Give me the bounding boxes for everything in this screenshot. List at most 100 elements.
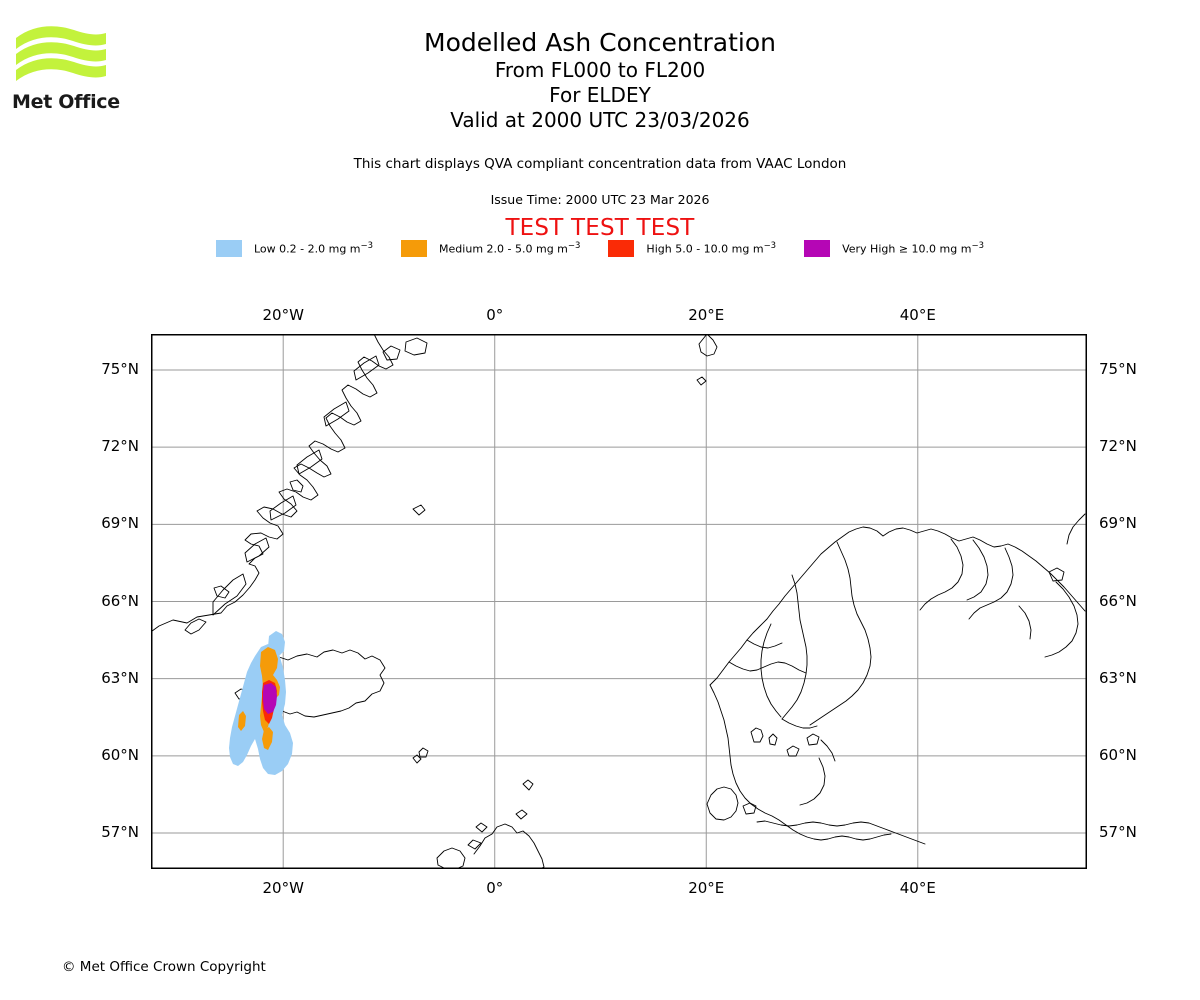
legend-label-low: Low 0.2 - 2.0 mg m−3: [254, 241, 374, 256]
greenland-fjord-4: [296, 449, 323, 475]
hebrides-north: [475, 822, 488, 833]
flight-level-line: From FL000 to FL200: [494, 58, 706, 82]
concentration-legend: Low 0.2 - 2.0 mg m−3 Medium 2.0 - 5.0 mg…: [0, 240, 1200, 257]
denmark-jutland: [706, 786, 739, 821]
title-block: Modelled Ash Concentration From FL000 to…: [0, 28, 1200, 133]
lake-vattern: [768, 733, 778, 746]
zealand-island: [742, 802, 757, 815]
legend-swatch-very-high: [804, 240, 831, 257]
finland-east-border: [809, 541, 872, 726]
kola-peninsula: [919, 538, 964, 611]
valid-at-line: Valid at 2000 UTC 23/03/2026: [450, 108, 750, 132]
saaremaa-island: [806, 733, 820, 746]
svalbard-island: [698, 334, 718, 357]
gulf-of-finland: [781, 718, 818, 729]
lat-tick-left-75: 75°N: [101, 360, 139, 378]
lat-tick-right-63: 63°N: [1099, 668, 1137, 687]
novaya-zemlya: [1066, 513, 1086, 545]
faroe-islands: [418, 747, 429, 758]
legend-entry-high: High 5.0 - 10.0 mg m−3: [608, 240, 776, 257]
finland-west-border: [781, 574, 808, 720]
greenland-islet-5: [404, 337, 428, 356]
lat-tick-left-66: 66°N: [101, 591, 139, 610]
map-gridlines: [151, 334, 1087, 869]
lat-tick-left-57: 57°N: [101, 822, 139, 841]
gotland-island: [786, 745, 800, 757]
lat-tick-left-63: 63°N: [101, 668, 139, 687]
lat-tick-right-60: 60°N: [1099, 745, 1137, 764]
legend-entry-medium: Medium 2.0 - 5.0 mg m−3: [401, 240, 580, 257]
ireland-coast: [436, 847, 466, 869]
norway-sweden-south-coast: [709, 684, 892, 841]
greenland-fjord-3: [269, 495, 297, 521]
sweden-east-coast: [760, 623, 782, 718]
legend-swatch-medium: [401, 240, 428, 257]
legend-label-medium: Medium 2.0 - 5.0 mg m−3: [439, 241, 581, 256]
plume-low-lobe-south: [275, 744, 286, 763]
greenland-islet-3: [289, 479, 304, 493]
test-banner: TEST TEST TEST: [505, 215, 695, 241]
greenland-fjord-5: [323, 401, 350, 427]
russia-north-coast: [1044, 581, 1079, 658]
estonia-coast: [820, 739, 836, 762]
issue-time: Issue Time: 2000 UTC 23 Mar 2026: [490, 192, 710, 207]
page-title: Modelled Ash Concentration: [424, 28, 776, 57]
plume-medium-south-tail: [262, 727, 273, 750]
map-canvas: [151, 334, 1087, 869]
greenland-fjord-6: [353, 355, 380, 381]
jan-mayen: [412, 504, 426, 516]
lat-tick-right-57: 57°N: [1099, 822, 1137, 841]
lat-tick-right-75: 75°N: [1099, 360, 1137, 378]
lat-tick-left-69: 69°N: [101, 514, 139, 533]
lon-tick-top-40: 40°E: [899, 306, 936, 324]
scotland-coast: [473, 823, 545, 869]
lat-tick-right-69: 69°N: [1099, 514, 1137, 533]
met-office-waves-icon: [16, 26, 106, 81]
russia-inland-water: [1018, 605, 1032, 640]
legend-swatch-low: [216, 240, 242, 257]
norway-north-coast: [709, 526, 1086, 686]
legend-label-very-high: Very High ≥ 10.0 mg m−3: [842, 241, 984, 256]
legend-entry-very-high: Very High ≥ 10.0 mg m−3: [804, 240, 984, 257]
white-sea-east: [968, 547, 1014, 620]
greenland-islet-2: [213, 585, 230, 599]
legend-swatch-high: [608, 240, 635, 257]
coastlines: [151, 334, 1086, 869]
met-office-logo: Met Office: [12, 18, 122, 113]
greenland-fjord-2: [244, 537, 270, 563]
lon-tick-bottom--20: 20°W: [262, 879, 304, 897]
greenland-islet-4: [382, 345, 401, 361]
plume-very-high-core: [263, 683, 277, 714]
lon-tick-top--20: 20°W: [262, 306, 304, 324]
ash-concentration-map: 20°W 0° 20°E 40°E 20°W 0° 20°E 40°E 75°N 72°N 69…: [101, 306, 1137, 897]
copyright-notice: © Met Office Crown Copyright: [62, 959, 266, 975]
lon-tick-top-20: 20°E: [688, 306, 725, 324]
legend-label-high: High 5.0 - 10.0 mg m−3: [646, 241, 777, 256]
fjord-line-a: [728, 661, 807, 674]
lat-tick-left-60: 60°N: [101, 745, 139, 764]
shetland-islands: [522, 779, 534, 791]
ash-plume: [229, 631, 293, 775]
lon-tick-bottom-20: 20°E: [688, 879, 725, 897]
greenland-islet-1: [184, 618, 207, 635]
kolguyev-island: [1048, 567, 1065, 582]
fjord-line-b: [746, 639, 783, 649]
white-sea-west: [966, 539, 989, 601]
outer-hebrides: [467, 839, 482, 850]
lon-tick-bottom-40: 40°E: [899, 879, 936, 897]
plume-medium-west-patch: [238, 711, 246, 731]
baltic-south-coast: [756, 820, 926, 845]
lat-tick-left-72: 72°N: [101, 437, 139, 456]
orkney-islands: [515, 809, 528, 820]
lat-tick-right-66: 66°N: [1099, 591, 1137, 610]
lon-tick-top-0: 0°: [486, 306, 504, 324]
lake-vanern: [750, 727, 764, 743]
legend-entry-low: Low 0.2 - 2.0 mg m−3: [216, 240, 373, 257]
greenland-fjord-1: [212, 573, 247, 616]
lat-tick-right-72: 72°N: [1099, 437, 1137, 456]
volcano-line: For ELDEY: [549, 83, 651, 107]
lon-tick-bottom-0: 0°: [486, 879, 504, 897]
baltic-states-east: [799, 757, 826, 806]
faroe-islands-south: [412, 754, 422, 764]
qva-note: This chart displays QVA compliant concen…: [353, 156, 847, 172]
